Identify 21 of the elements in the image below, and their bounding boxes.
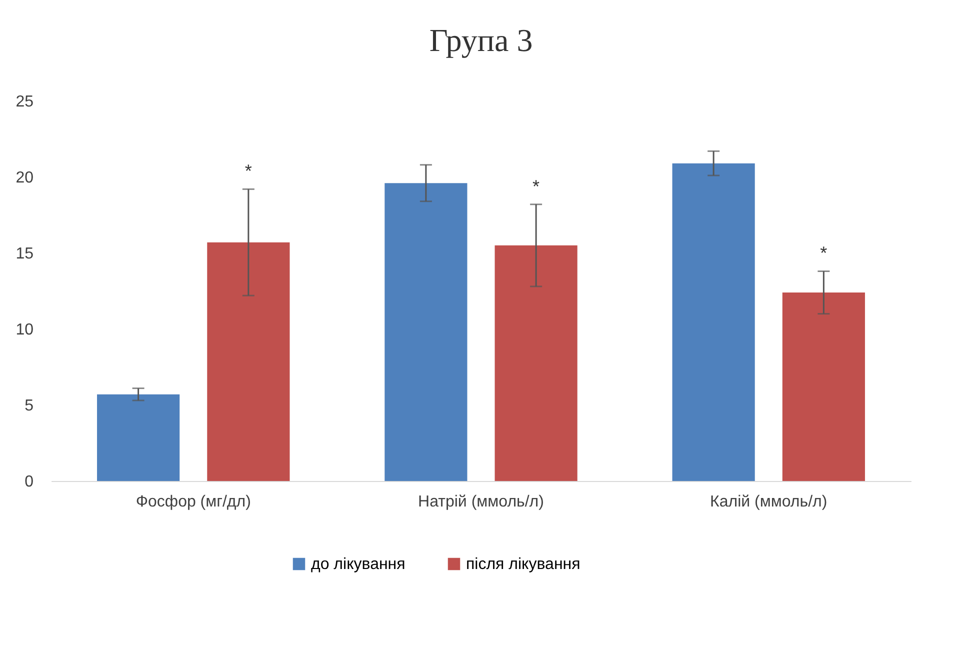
- y-tick-label: 20: [16, 170, 34, 186]
- y-tick-label: 10: [16, 322, 34, 338]
- chart-title: Група 3: [429, 22, 533, 58]
- y-tick-label: 0: [24, 474, 34, 490]
- bar: [97, 394, 180, 481]
- annotation: *: [820, 243, 828, 264]
- y-tick-label: 25: [16, 94, 34, 110]
- bar: [782, 292, 865, 481]
- x-tick-label: Фосфор (мг/дл): [136, 494, 251, 510]
- x-tick-label: Калій (ммоль/л): [710, 494, 828, 510]
- bar: [384, 183, 468, 481]
- legend-label: до лікування: [311, 556, 406, 573]
- y-tick-label: 5: [24, 398, 34, 414]
- y-tick-label: 15: [16, 246, 34, 262]
- annotation: *: [532, 176, 540, 196]
- bar: [494, 245, 578, 481]
- x-tick-label: Натрій (ммоль/л): [418, 494, 544, 510]
- annotation: *: [244, 161, 252, 182]
- bar: [672, 163, 755, 481]
- bar: [207, 242, 290, 481]
- legend-label: після лікування: [466, 556, 580, 573]
